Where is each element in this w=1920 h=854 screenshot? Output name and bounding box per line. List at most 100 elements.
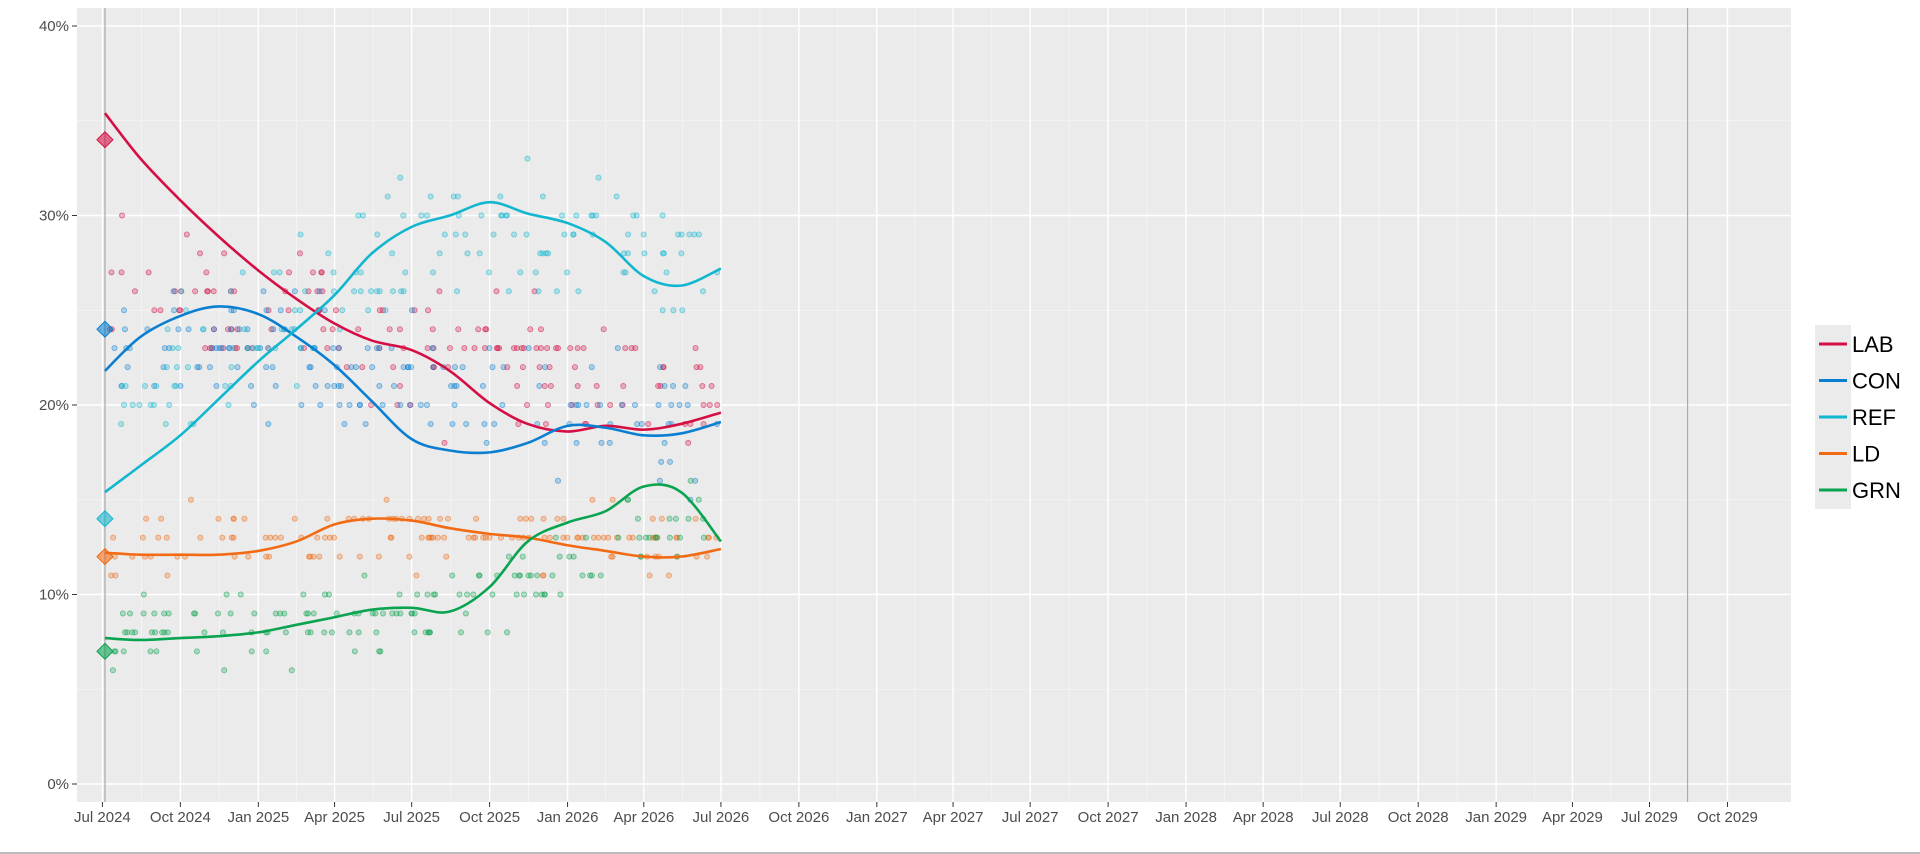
poll-point-ref — [249, 345, 256, 352]
poll-point-grn — [379, 610, 386, 617]
poll-point-lab — [204, 288, 211, 295]
poll-point-lab — [203, 269, 210, 276]
poll-point-grn — [281, 610, 288, 617]
poll-point-ld — [266, 553, 273, 560]
poll-point-ref — [700, 288, 707, 295]
poll-point-ld — [418, 534, 425, 541]
poll-point-con — [483, 439, 490, 446]
poll-point-con — [573, 401, 580, 408]
poll-point-lab — [196, 250, 203, 257]
poll-point-con — [376, 383, 383, 390]
poll-point-ref — [678, 250, 685, 257]
legend-label-grn: GRN — [1852, 478, 1901, 503]
poll-point-grn — [300, 591, 307, 598]
poll-point-grn — [700, 534, 707, 541]
poll-point-lab — [359, 364, 366, 371]
poll-point-ld — [139, 534, 146, 541]
poll-point-grn — [484, 629, 491, 636]
x-tick-label: Jul 2026 — [693, 809, 750, 826]
poll-point-grn — [237, 591, 244, 598]
poll-point-con — [684, 401, 691, 408]
poll-point-lab — [537, 345, 544, 352]
poll-point-con — [269, 364, 276, 371]
poll-point-con — [277, 307, 284, 314]
poll-point-ref — [169, 345, 176, 352]
poll-point-ref — [624, 250, 631, 257]
poll-point-grn — [112, 648, 119, 655]
poll-point-con — [463, 420, 470, 427]
legend-label-lab: LAB — [1852, 332, 1894, 357]
poll-point-ref — [595, 174, 602, 181]
poll-point-lab — [324, 345, 331, 352]
poll-point-lab — [318, 269, 325, 276]
poll-point-ref — [384, 193, 391, 200]
poll-point-grn — [215, 610, 222, 617]
x-tick-label: Jul 2029 — [1621, 809, 1678, 826]
poll-point-ld — [316, 553, 323, 560]
poll-point-con — [124, 364, 131, 371]
poll-point-con — [341, 420, 348, 427]
poll-point-con — [656, 477, 663, 484]
poll-point-ld — [540, 515, 547, 522]
poll-point-lab — [706, 401, 713, 408]
poll-point-con — [376, 345, 383, 352]
x-tick-label: Oct 2027 — [1078, 809, 1139, 826]
poll-point-con — [317, 401, 324, 408]
poll-point-ld — [465, 534, 472, 541]
poll-point-con — [196, 364, 203, 371]
poll-point-ld — [609, 496, 616, 503]
poll-point-lab — [660, 364, 667, 371]
poll-point-grn — [411, 629, 418, 636]
poll-point-ref — [357, 269, 364, 276]
poll-point-ref — [462, 231, 469, 238]
poll-point-grn — [582, 534, 589, 541]
poll-point-con — [417, 401, 424, 408]
poll-point-lab — [286, 269, 293, 276]
poll-point-lab — [108, 269, 115, 276]
legend-label-ref: REF — [1852, 405, 1896, 430]
poll-point-con — [335, 345, 342, 352]
poll-point-ref — [398, 288, 405, 295]
poll-point-grn — [153, 648, 160, 655]
poll-point-lab — [183, 231, 190, 238]
poll-point-con — [263, 307, 270, 314]
poll-point-con — [583, 401, 590, 408]
poll-point-ref — [553, 288, 560, 295]
poll-point-lab — [192, 288, 199, 295]
poll-point-grn — [677, 534, 684, 541]
poll-point-ref — [239, 269, 246, 276]
poll-point-lab — [265, 307, 272, 314]
poll-point-ld — [704, 553, 711, 560]
poll-point-ld — [560, 515, 567, 522]
poll-point-ref — [436, 250, 443, 257]
poll-point-ld — [262, 534, 269, 541]
poll-point-ld — [245, 553, 252, 560]
poll-point-lab — [232, 345, 239, 352]
poll-point-grn — [552, 534, 559, 541]
poll-point-grn — [389, 610, 396, 617]
poll-point-grn — [190, 610, 197, 617]
poll-point-con — [486, 345, 493, 352]
poll-point-con — [427, 420, 434, 427]
poll-point-lab — [714, 401, 721, 408]
poll-point-ref — [276, 269, 283, 276]
poll-point-lab — [151, 307, 158, 314]
poll-point-lab — [600, 326, 607, 333]
poll-point-lab — [471, 345, 478, 352]
poll-point-lab — [542, 420, 549, 427]
poll-point-lab — [553, 345, 560, 352]
poll-point-ref — [302, 288, 309, 295]
x-tick-label: Apr 2027 — [923, 809, 984, 826]
poll-point-con — [227, 326, 234, 333]
poll-point-ld — [164, 572, 171, 579]
poll-point-con — [429, 345, 436, 352]
poll-point-grn — [409, 610, 416, 617]
x-axis: Jul 2024 Oct 2024 Jan 2025 Apr 2025 Jul 2025… — [74, 802, 1758, 826]
poll-point-ld — [443, 553, 450, 560]
poll-point-grn — [666, 515, 673, 522]
poll-point-con — [357, 401, 364, 408]
poll-point-ref — [162, 420, 169, 427]
poll-point-lab — [455, 326, 462, 333]
trend-line-grn — [104, 483, 722, 642]
poll-point-ld — [579, 534, 586, 541]
